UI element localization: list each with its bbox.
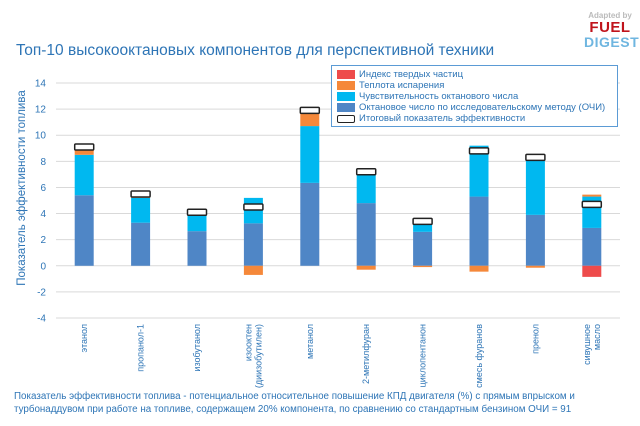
total-marker <box>355 168 377 176</box>
x-tick-label: пропанол-1 <box>136 324 146 372</box>
legend-swatch <box>337 103 355 112</box>
bar-segment <box>74 195 94 266</box>
y-tick-label: 2 <box>40 235 46 246</box>
legend-label: Чувствительность октанового числа <box>359 91 519 102</box>
y-tick-label: 14 <box>35 79 47 90</box>
legend-item: Индекс твердых частиц <box>337 69 612 80</box>
y-tick-label: 4 <box>40 209 46 220</box>
total-marker <box>130 190 151 198</box>
bar-segment <box>131 197 151 223</box>
x-tick-label-line: масло <box>592 324 602 350</box>
bar-segment <box>582 227 602 266</box>
legend-item: Теплота испарения <box>337 80 612 91</box>
legend-swatch <box>337 92 355 101</box>
bar-segment <box>356 265 376 270</box>
bar-segment <box>469 196 489 266</box>
legend-label: Итоговый показатель эффективности <box>359 113 526 124</box>
legend-item: Чувствительность октанового числа <box>337 91 612 102</box>
fuel-digest-logo: Adapted by FUEL DIGEST <box>584 11 640 50</box>
y-tick-label: 8 <box>40 157 46 168</box>
bar-segment <box>243 265 263 275</box>
x-tick-label-line: пренол <box>530 324 540 354</box>
footnote-line-2: турбонаддувом при работе на топливе, сод… <box>14 403 572 415</box>
x-tick-label-line: 2-метилфуран <box>361 324 371 384</box>
bar-segment <box>525 160 545 215</box>
bar-segment <box>469 145 489 197</box>
x-tick-label-line: циклопентанон <box>418 324 428 387</box>
bar-segment <box>74 149 94 155</box>
bar-segment <box>243 223 263 266</box>
bar-segment <box>582 194 602 197</box>
total-marker <box>581 200 603 209</box>
total-marker <box>525 153 546 162</box>
y-tick-label: 0 <box>40 261 46 272</box>
y-tick-label: 10 <box>35 131 47 142</box>
x-tick-label-line: изобутанол <box>192 324 202 372</box>
bar-segment <box>74 154 94 196</box>
total-marker <box>468 147 490 155</box>
legend-label: Теплота испарения <box>359 80 445 91</box>
legend-swatch <box>337 70 355 79</box>
x-tick-label-line: изооктен <box>243 324 253 361</box>
x-tick-label: изооктен(диизобутилен) <box>243 324 263 388</box>
x-tick-label-line: смесь фуранов <box>474 324 484 388</box>
bar-segment <box>582 265 602 277</box>
x-tick-label: смесь фуранов <box>474 324 484 388</box>
y-tick-label: -2 <box>37 287 46 298</box>
x-tick-label-line: (диизобутилен) <box>253 324 263 388</box>
footnote-line-1: Показатель эффективности топлива - потен… <box>14 391 575 402</box>
legend-swatch <box>337 114 355 123</box>
legend-item: Октановое число по исследовательскому ме… <box>337 102 612 113</box>
legend: Индекс твердых частиц Теплота испарения Чу… <box>331 65 618 127</box>
total-marker <box>73 143 95 151</box>
x-tick-label-line: пропанол-1 <box>136 324 146 372</box>
chart-title: Топ-10 высокооктановых компонентов для п… <box>16 42 495 59</box>
bar-segment <box>300 126 320 183</box>
x-tick-label: изобутанол <box>192 324 202 372</box>
bar-segment <box>131 222 151 266</box>
bar-segment <box>413 265 433 268</box>
x-tick-label: 2-метилфуран <box>361 324 371 384</box>
bar-segment <box>413 231 433 266</box>
logo-adapted-by: Adapted by <box>588 11 632 20</box>
y-tick-label: 6 <box>40 183 46 194</box>
x-tick-label: пренол <box>530 324 540 354</box>
bar-segment <box>413 224 433 232</box>
total-marker <box>299 106 321 115</box>
legend-item: Итоговый показатель эффективности <box>337 113 612 124</box>
bar-segment <box>300 111 320 127</box>
bar-segment <box>356 203 376 266</box>
legend-swatch <box>337 81 355 90</box>
x-tick-label: сивушноемасло <box>582 324 602 365</box>
x-tick-label: этанол <box>79 324 89 352</box>
bar-segment <box>525 265 545 268</box>
legend-label: Октановое число по исследовательскому ме… <box>359 102 606 113</box>
total-marker <box>243 203 264 211</box>
y-tick-label: 12 <box>35 105 47 116</box>
logo-fuel: FUEL <box>589 19 631 36</box>
total-marker <box>412 217 433 226</box>
x-tick-label: метанол <box>305 324 315 359</box>
bar-segment <box>187 231 207 266</box>
logo-digest: DIGEST <box>584 34 640 50</box>
footnote: Показатель эффективности топлива - потен… <box>14 391 634 416</box>
bar-segment <box>187 213 207 232</box>
bar-segment <box>525 214 545 266</box>
x-tick-label-line: этанол <box>79 324 89 352</box>
x-tick-label-line: сивушное <box>582 324 592 365</box>
legend-label: Индекс твердых частиц <box>359 69 464 80</box>
x-tick-label: циклопентанон <box>418 324 428 387</box>
bar-segment <box>300 182 320 266</box>
x-tick-label-line: метанол <box>305 324 315 359</box>
bar-segment <box>356 169 376 204</box>
total-marker <box>186 208 208 216</box>
bar-segment <box>469 265 489 272</box>
y-tick-label: -4 <box>37 314 46 325</box>
